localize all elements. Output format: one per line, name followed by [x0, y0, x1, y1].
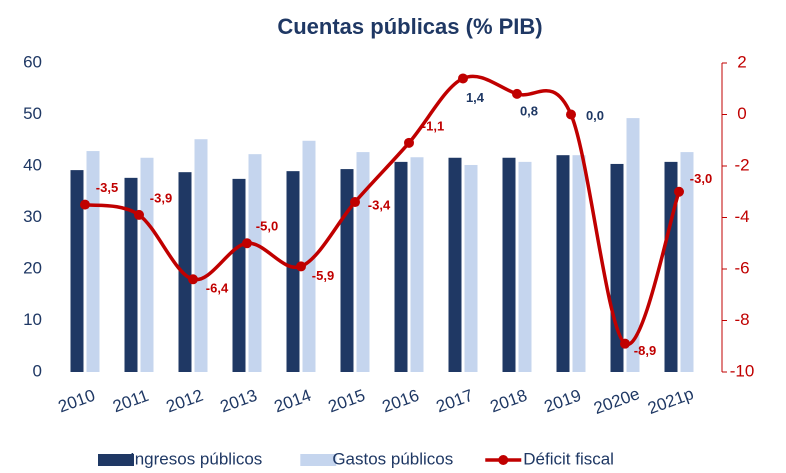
- x-tick-label: 2021p: [645, 384, 696, 418]
- line-marker: [188, 274, 198, 285]
- bar: [448, 157, 462, 372]
- y2-tick-label: -10: [730, 361, 755, 380]
- y2-tick-label: -2: [734, 155, 749, 174]
- legend-label: Ingresos públicos: [130, 449, 262, 468]
- bar: [680, 152, 694, 372]
- y2-tick-label: -8: [734, 310, 749, 329]
- bar: [572, 155, 586, 372]
- x-tick-label: 2018: [488, 386, 530, 417]
- data-label: -8,9: [634, 343, 656, 358]
- bar: [464, 164, 478, 372]
- data-label: -3,0: [690, 171, 712, 186]
- bar: [394, 161, 408, 372]
- x-tick-label: 2017: [434, 386, 476, 417]
- line-marker: [458, 73, 468, 84]
- legend-label: Gastos públicos: [332, 449, 453, 468]
- line-marker: [674, 186, 684, 197]
- data-label: 0,0: [586, 108, 604, 123]
- line-marker: [296, 261, 306, 272]
- bar: [232, 178, 246, 372]
- data-label: -3,5: [96, 180, 118, 195]
- line-marker: [620, 338, 630, 349]
- bar: [410, 157, 424, 372]
- bar: [518, 161, 532, 372]
- y2-tick-label: 2: [737, 52, 746, 71]
- data-label: -5,0: [256, 219, 278, 234]
- data-label: -5,9: [312, 268, 334, 283]
- x-tick-label: 2011: [110, 386, 151, 416]
- bar: [340, 169, 354, 372]
- line-marker: [512, 88, 522, 99]
- x-tick-label: 2020e: [591, 384, 642, 418]
- bar: [502, 157, 516, 372]
- line-marker: [80, 199, 90, 210]
- y2-tick-label: 0: [737, 104, 746, 123]
- x-tick-label: 2014: [272, 386, 314, 417]
- line-marker: [134, 209, 144, 220]
- y-tick-label: 30: [23, 207, 42, 226]
- x-tick-label: 2012: [164, 386, 206, 417]
- bar: [626, 118, 640, 372]
- x-tick-label: 2016: [380, 386, 422, 417]
- bar: [248, 154, 262, 372]
- bar: [556, 155, 570, 372]
- bar: [194, 139, 208, 372]
- y2-tick-label: -6: [734, 258, 749, 277]
- bar: [286, 171, 300, 372]
- bar: [302, 140, 316, 372]
- chart-title: Cuentas públicas (% PIB): [277, 14, 542, 39]
- data-label: -3,9: [150, 190, 172, 205]
- legend-marker: [498, 455, 509, 465]
- bar: [356, 152, 370, 372]
- line-marker: [350, 197, 360, 208]
- x-tick-label: 2010: [56, 386, 98, 417]
- y-tick-label: 0: [33, 361, 42, 380]
- line-marker: [404, 137, 414, 148]
- legend-swatch: [98, 454, 134, 466]
- line-marker: [242, 238, 252, 249]
- legend-label: Déficit fiscal: [523, 449, 614, 468]
- data-label: -6,4: [206, 281, 229, 296]
- x-tick-label: 2013: [218, 386, 260, 417]
- data-label: -3,4: [368, 197, 391, 212]
- y-tick-label: 50: [23, 104, 42, 123]
- bar: [140, 157, 154, 372]
- y-tick-label: 20: [23, 258, 42, 277]
- data-label: 0,8: [520, 103, 538, 118]
- y2-tick-label: -4: [734, 207, 749, 226]
- data-label: 1,4: [466, 90, 485, 105]
- y-tick-label: 10: [23, 310, 42, 329]
- y-tick-label: 60: [23, 52, 42, 71]
- y-tick-label: 40: [23, 155, 42, 174]
- bar: [70, 170, 84, 372]
- data-label: -1,1: [422, 118, 444, 133]
- line-marker: [566, 109, 576, 120]
- bar: [178, 172, 192, 372]
- bar: [124, 177, 138, 372]
- x-tick-label: 2019: [542, 386, 584, 417]
- x-tick-label: 2015: [326, 386, 368, 417]
- legend-swatch: [300, 454, 337, 466]
